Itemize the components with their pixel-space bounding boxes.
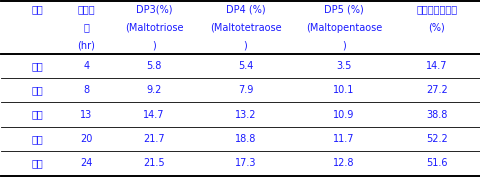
Text: DP5 (%): DP5 (%) [323,4,363,14]
Text: 13: 13 [80,110,92,120]
Text: 11.7: 11.7 [332,134,354,144]
Text: 당화: 당화 [32,85,44,95]
Text: 총말토올리고당: 총말토올리고당 [416,4,456,14]
Text: 당화: 당화 [32,134,44,144]
Text: 7.9: 7.9 [237,85,252,95]
Text: 21.7: 21.7 [143,134,165,144]
Text: 20: 20 [80,134,92,144]
Text: (Maltopentaose: (Maltopentaose [305,22,381,33]
Text: 간: 간 [83,22,89,33]
Text: ): ) [243,41,247,51]
Text: 13.2: 13.2 [234,110,256,120]
Text: DP3(%): DP3(%) [135,4,172,14]
Text: 단계: 단계 [32,4,44,14]
Text: 51.6: 51.6 [425,158,447,169]
Text: 27.2: 27.2 [425,85,447,95]
Text: 14.7: 14.7 [143,110,165,120]
Text: 17.3: 17.3 [234,158,256,169]
Text: (Maltotetraose: (Maltotetraose [209,22,281,33]
Text: (%): (%) [428,22,444,33]
Text: 3.5: 3.5 [336,61,351,71]
Text: 10.1: 10.1 [332,85,354,95]
Text: 8: 8 [83,85,89,95]
Text: ): ) [152,41,156,51]
Text: 5.8: 5.8 [146,61,161,71]
Text: 52.2: 52.2 [425,134,447,144]
Text: DP4 (%): DP4 (%) [225,4,264,14]
Text: 당화: 당화 [32,110,44,120]
Text: 4: 4 [83,61,89,71]
Text: 5.4: 5.4 [237,61,252,71]
Text: 38.8: 38.8 [425,110,447,120]
Text: 12.8: 12.8 [332,158,354,169]
Text: 21.5: 21.5 [143,158,165,169]
Text: 14.7: 14.7 [425,61,447,71]
Text: 반응시: 반응시 [77,4,95,14]
Text: 액화: 액화 [32,61,44,71]
Text: 9.2: 9.2 [146,85,161,95]
Text: 당화: 당화 [32,158,44,169]
Text: 10.9: 10.9 [332,110,354,120]
Text: 24: 24 [80,158,92,169]
Text: 18.8: 18.8 [234,134,255,144]
Text: (hr): (hr) [77,41,95,51]
Text: ): ) [341,41,345,51]
Text: (Maltotriose: (Maltotriose [125,22,183,33]
